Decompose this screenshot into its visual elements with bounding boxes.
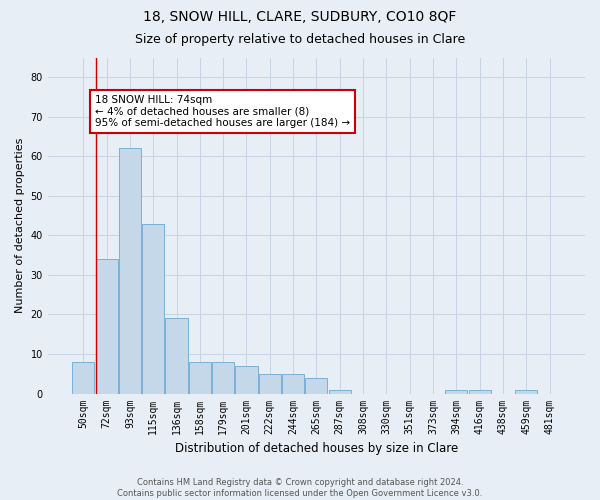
Bar: [189, 362, 211, 394]
Text: Contains HM Land Registry data © Crown copyright and database right 2024.
Contai: Contains HM Land Registry data © Crown c…: [118, 478, 482, 498]
Text: 18 SNOW HILL: 74sqm
← 4% of detached houses are smaller (8)
95% of semi-detached: 18 SNOW HILL: 74sqm ← 4% of detached hou…: [95, 95, 350, 128]
X-axis label: Distribution of detached houses by size in Clare: Distribution of detached houses by size …: [175, 442, 458, 455]
Bar: [259, 374, 281, 394]
Bar: [95, 259, 118, 394]
Text: 18, SNOW HILL, CLARE, SUDBURY, CO10 8QF: 18, SNOW HILL, CLARE, SUDBURY, CO10 8QF: [143, 10, 457, 24]
Bar: [445, 390, 467, 394]
Text: Size of property relative to detached houses in Clare: Size of property relative to detached ho…: [135, 32, 465, 46]
Bar: [469, 390, 491, 394]
Bar: [142, 224, 164, 394]
Bar: [515, 390, 537, 394]
Bar: [329, 390, 351, 394]
Bar: [212, 362, 234, 394]
Bar: [305, 378, 328, 394]
Bar: [282, 374, 304, 394]
Bar: [235, 366, 257, 394]
Bar: [166, 318, 188, 394]
Y-axis label: Number of detached properties: Number of detached properties: [15, 138, 25, 313]
Bar: [119, 148, 141, 394]
Bar: [72, 362, 94, 394]
